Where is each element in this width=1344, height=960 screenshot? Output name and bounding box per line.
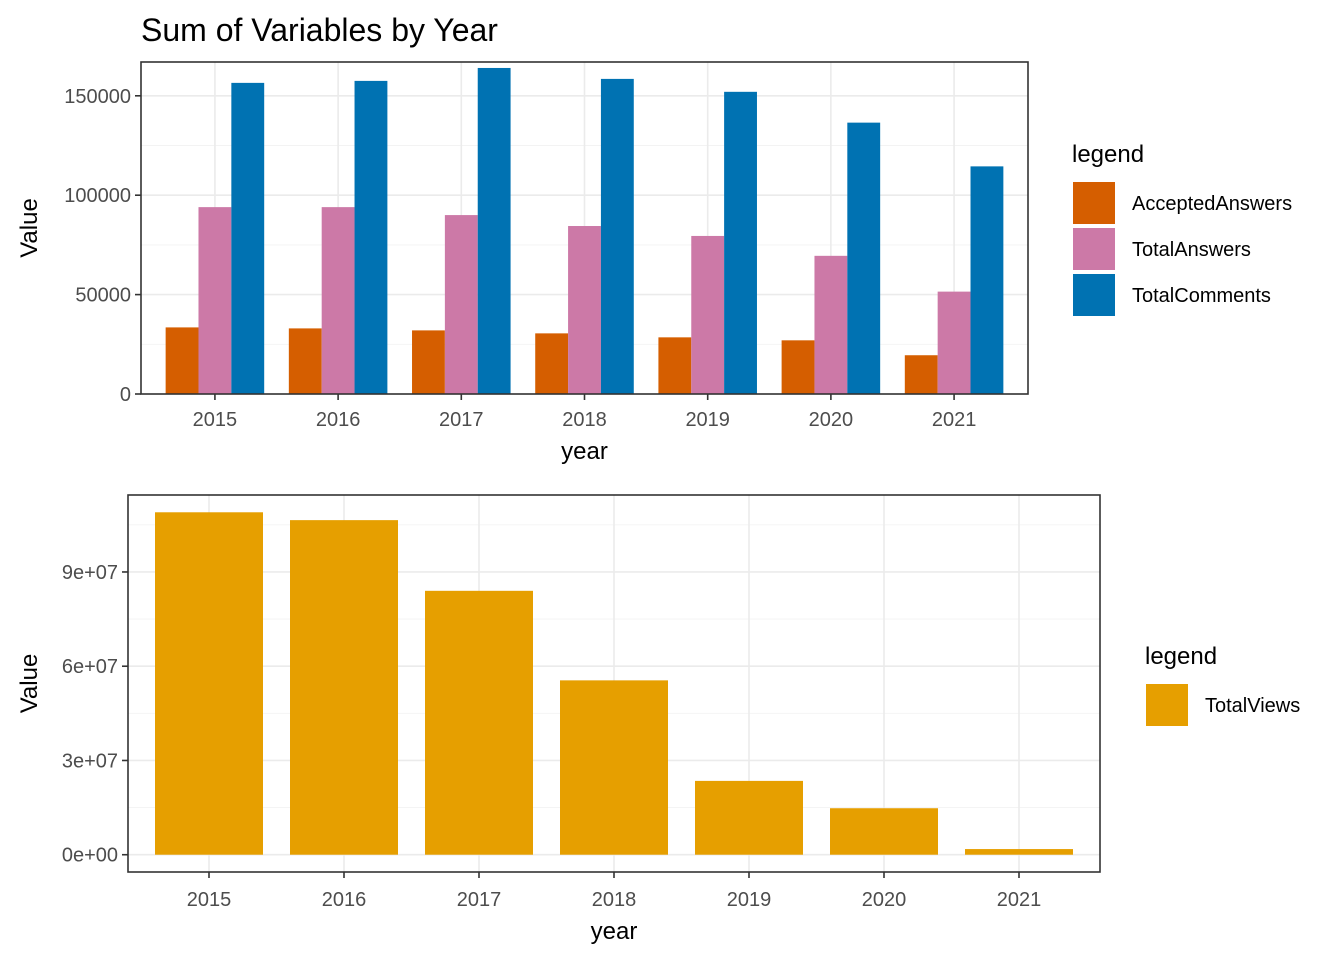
x-tick-label: 2020 (809, 409, 854, 431)
bar-acceptedanswers-2019 (658, 337, 692, 394)
bar-acceptedanswers-2015 (165, 327, 199, 394)
bottom-bar-chart: 0e+00 3e+07 6e+07 9e+07 2015 2016 2017 2018 2019… (16, 494, 1300, 945)
y-tick-label: 0e+00 (62, 845, 118, 867)
x-tick-label: 2015 (187, 889, 232, 911)
bar-acceptedanswers-2016 (288, 328, 322, 394)
top-bar-chart: 0 50000 100000 150000 2015 2016 2017 2018 2019 20… (16, 61, 1292, 465)
bar-totalcomments-2021 (970, 166, 1004, 394)
x-tick-label: 2016 (316, 409, 361, 431)
y-axis-title: Value (16, 654, 43, 714)
x-tick-label: 2019 (727, 889, 772, 911)
bar-totalanswers-2021 (937, 291, 971, 394)
bar-totalanswers-2018 (568, 226, 601, 394)
x-tick-label: 2020 (862, 889, 907, 911)
x-tick-label: 2017 (439, 409, 484, 431)
x-tick-label: 2017 (457, 889, 502, 911)
bar-totalcomments-2015 (231, 82, 265, 394)
bar-totalcomments-2016 (354, 80, 388, 394)
legend-label-acceptedanswers: AcceptedAnswers (1132, 193, 1292, 215)
legend-key-totalviews (1146, 684, 1188, 726)
bar-totalanswers-2020 (814, 255, 848, 394)
bar-totalanswers-2017 (444, 215, 478, 394)
bar-totalviews-2020 (830, 808, 938, 855)
y-tick-label: 150000 (64, 86, 131, 108)
y-tick-label: 9e+07 (62, 562, 118, 584)
legend-label-totalviews: TotalViews (1205, 695, 1300, 717)
x-axis-title: year (561, 438, 608, 465)
x-axis-title: year (591, 918, 638, 945)
x-tick-label: 2021 (932, 409, 977, 431)
bar-totalanswers-2019 (691, 235, 725, 394)
bar-totalviews-2016 (290, 520, 398, 855)
y-axis-title: Value (16, 198, 43, 258)
bar-acceptedanswers-2018 (535, 333, 569, 394)
legend-title: legend (1145, 643, 1217, 670)
x-tick-label: 2018 (562, 409, 607, 431)
legend-label-totalanswers: TotalAnswers (1132, 239, 1251, 261)
y-tick-label: 50000 (75, 285, 131, 307)
bar-totalcomments-2017 (477, 67, 511, 394)
bar-totalcomments-2018 (600, 78, 634, 395)
bar-totalanswers-2016 (321, 207, 355, 394)
bar-totalviews-2018 (560, 680, 668, 855)
y-tick-label: 0 (120, 384, 131, 406)
legend: legend AcceptedAnswers TotalAnswers TotalCo… (1072, 141, 1292, 316)
bar-totalviews-2021 (965, 849, 1073, 855)
bar-acceptedanswers-2017 (412, 330, 445, 394)
legend-label-totalcomments: TotalComments (1132, 285, 1271, 307)
legend-key-totalcomments (1073, 274, 1115, 316)
x-tick-label: 2018 (592, 889, 637, 911)
y-tick-label: 3e+07 (62, 750, 118, 772)
legend-title: legend (1072, 141, 1144, 168)
bar-totalviews-2019 (695, 780, 803, 855)
legend-key-acceptedanswers (1073, 182, 1115, 224)
bar-totalanswers-2015 (198, 207, 232, 394)
x-tick-label: 2015 (193, 409, 238, 431)
legend-key-totalanswers (1073, 228, 1115, 270)
y-tick-label: 6e+07 (62, 656, 118, 678)
bar-totalcomments-2019 (724, 91, 757, 394)
chart-title: Sum of Variables by Year (141, 12, 498, 48)
y-tick-label: 100000 (64, 185, 131, 207)
bar-acceptedanswers-2020 (781, 340, 815, 394)
bar-totalcomments-2020 (847, 122, 881, 394)
x-tick-label: 2016 (322, 889, 367, 911)
x-tick-label: 2019 (685, 409, 730, 431)
bar-totalviews-2017 (425, 590, 533, 855)
x-tick-label: 2021 (997, 889, 1042, 911)
bar-acceptedanswers-2021 (904, 355, 938, 394)
legend: legend TotalViews (1145, 643, 1300, 726)
bar-totalviews-2015 (155, 512, 263, 855)
